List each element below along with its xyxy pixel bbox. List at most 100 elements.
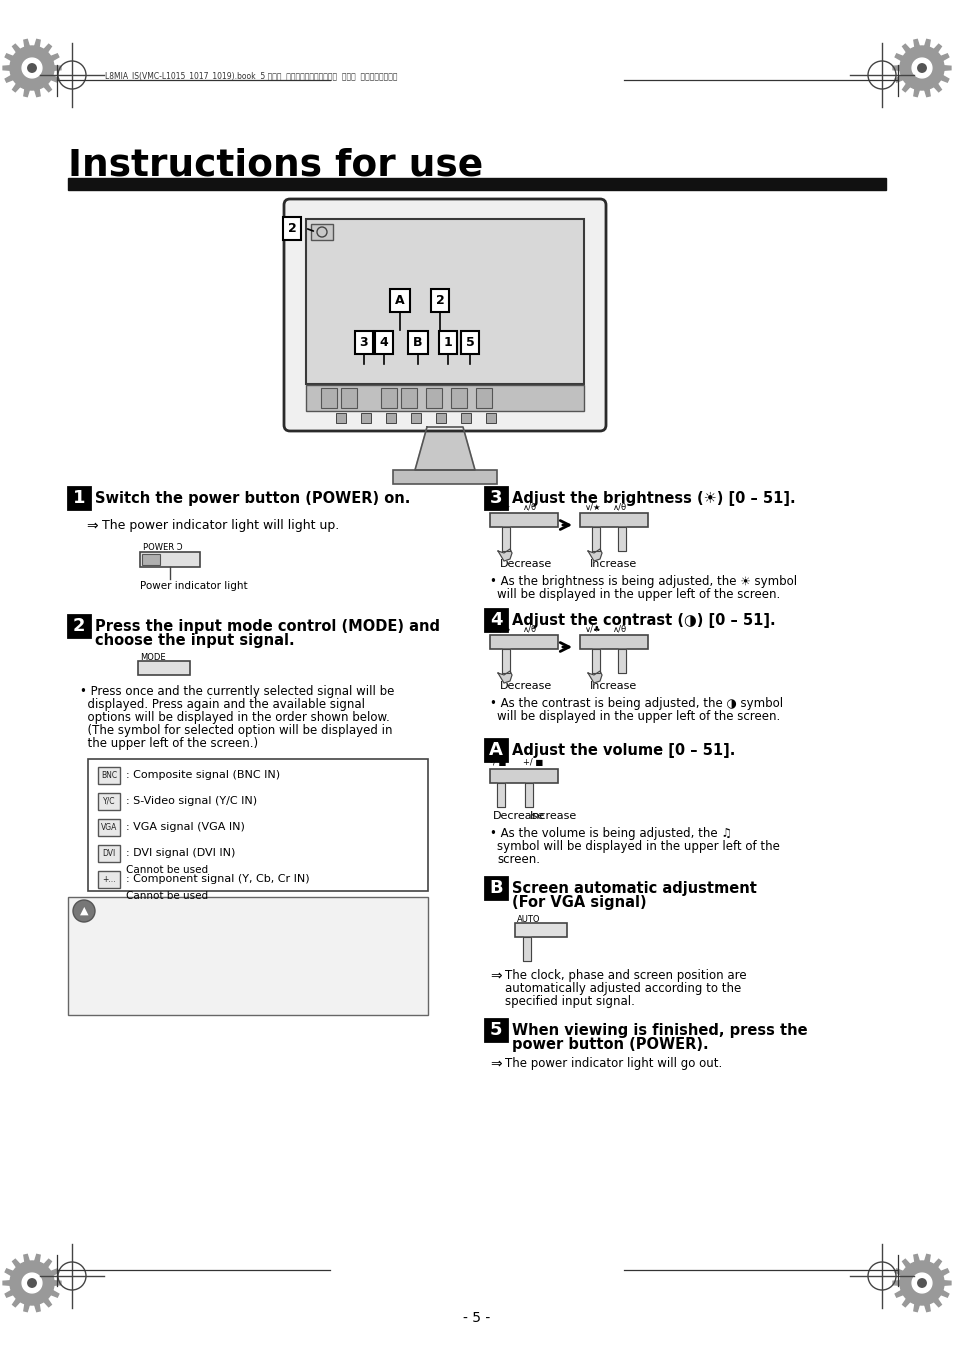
Text: Switch the power button (POWER) on.: Switch the power button (POWER) on. — [95, 490, 410, 505]
Text: • If the power to the connected device is off, "VIDEO: • If the power to the connected device i… — [98, 979, 392, 989]
Polygon shape — [923, 1302, 929, 1312]
Bar — [400, 388, 416, 408]
Polygon shape — [899, 46, 943, 91]
Bar — [138, 661, 190, 676]
Text: 2: 2 — [287, 222, 296, 235]
Text: : S-Video signal (Y/C IN): : S-Video signal (Y/C IN) — [126, 797, 257, 807]
FancyBboxPatch shape — [284, 199, 605, 431]
Polygon shape — [592, 648, 599, 673]
Text: Y/C: Y/C — [103, 797, 115, 807]
Polygon shape — [22, 1273, 42, 1293]
Polygon shape — [49, 74, 59, 82]
Text: (For VGA signal): (For VGA signal) — [512, 894, 646, 911]
Text: : Component signal (Y, Cb, Cr IN): : Component signal (Y, Cb, Cr IN) — [126, 874, 310, 885]
Polygon shape — [911, 1273, 931, 1293]
Polygon shape — [5, 54, 15, 62]
Text: 1: 1 — [443, 335, 452, 349]
Text: ⇒: ⇒ — [86, 519, 97, 534]
Text: screen.: screen. — [497, 852, 539, 866]
Polygon shape — [12, 45, 22, 54]
Polygon shape — [43, 45, 51, 54]
Bar — [68, 897, 428, 1015]
Bar — [68, 486, 90, 509]
Text: • When the signal is changed, initially a blue screen: • When the signal is changed, initially … — [98, 902, 389, 912]
Bar — [311, 224, 333, 240]
Polygon shape — [931, 1297, 941, 1306]
Text: ∧/θ: ∧/θ — [522, 503, 537, 511]
Polygon shape — [894, 74, 904, 82]
Polygon shape — [34, 39, 40, 49]
Polygon shape — [894, 54, 904, 62]
Text: 5: 5 — [489, 1021, 501, 1039]
Polygon shape — [892, 1281, 902, 1285]
Polygon shape — [941, 1281, 950, 1285]
Polygon shape — [5, 1269, 15, 1277]
Text: ∧/θ: ∧/θ — [522, 624, 537, 634]
Circle shape — [73, 900, 95, 921]
Text: 5: 5 — [465, 335, 474, 349]
Polygon shape — [415, 427, 475, 470]
Text: When viewing is finished, press the: When viewing is finished, press the — [512, 1023, 807, 1038]
Text: Screen automatic adjustment: Screen automatic adjustment — [512, 881, 756, 896]
Text: automatically adjusted according to the: automatically adjusted according to the — [504, 982, 740, 994]
Polygon shape — [522, 938, 531, 961]
Text: +/ ■: +/ ■ — [522, 758, 542, 767]
Text: : DVI signal (DVI IN): : DVI signal (DVI IN) — [126, 848, 235, 858]
Text: power button (POWER).: power button (POWER). — [512, 1038, 708, 1052]
Bar — [490, 513, 558, 527]
Polygon shape — [24, 86, 30, 97]
Bar — [515, 923, 566, 938]
Text: displayed. Press again and the available signal: displayed. Press again and the available… — [80, 698, 365, 711]
Text: AUTO: AUTO — [517, 915, 540, 924]
Polygon shape — [913, 1302, 919, 1312]
Polygon shape — [931, 45, 941, 54]
Text: ∧/θ: ∧/θ — [613, 624, 626, 634]
Polygon shape — [5, 74, 15, 82]
Bar — [340, 388, 356, 408]
Bar — [451, 388, 467, 408]
Text: : VGA signal (VGA IN): : VGA signal (VGA IN) — [126, 823, 245, 832]
Text: 3: 3 — [489, 489, 501, 507]
Text: BNC: BNC — [101, 771, 117, 780]
Polygon shape — [24, 39, 30, 49]
Text: 2: 2 — [72, 617, 85, 635]
Bar — [386, 413, 395, 423]
Bar — [460, 413, 471, 423]
Text: will be displayed in the upper left of the screen.: will be displayed in the upper left of t… — [497, 588, 780, 601]
Bar — [142, 554, 160, 565]
Polygon shape — [938, 54, 948, 62]
Text: 4: 4 — [379, 335, 388, 349]
Text: B: B — [413, 335, 422, 349]
Bar — [485, 413, 496, 423]
Bar — [306, 385, 583, 411]
Text: POWER Ɔ: POWER Ɔ — [143, 543, 182, 553]
Bar — [360, 413, 371, 423]
Bar — [579, 513, 647, 527]
Text: options will be displayed in the order shown below.: options will be displayed in the order s… — [80, 711, 390, 724]
Bar — [484, 739, 506, 761]
Text: choose the input signal.: choose the input signal. — [95, 634, 294, 648]
Text: - 5 -: - 5 - — [463, 1310, 490, 1325]
Polygon shape — [931, 1259, 941, 1269]
Circle shape — [916, 63, 926, 73]
Text: ∨/♣: ∨/♣ — [584, 624, 601, 634]
Polygon shape — [902, 82, 910, 92]
Text: (The symbol for selected option will be displayed in: (The symbol for selected option will be … — [80, 724, 392, 738]
Polygon shape — [938, 1269, 948, 1277]
Text: • As the contrast is being adjusted, the ◑ symbol: • As the contrast is being adjusted, the… — [490, 697, 782, 711]
Text: symbol will be displayed in the upper left of the: symbol will be displayed in the upper le… — [497, 840, 779, 852]
Polygon shape — [497, 784, 504, 807]
Text: ⇒: ⇒ — [490, 969, 501, 984]
Polygon shape — [49, 1269, 59, 1277]
Polygon shape — [587, 549, 601, 561]
Polygon shape — [892, 66, 902, 70]
Text: ∨/★: ∨/★ — [495, 503, 511, 511]
Text: Instructions for use: Instructions for use — [68, 147, 483, 182]
Text: 3: 3 — [359, 335, 368, 349]
Polygon shape — [902, 1259, 910, 1269]
Polygon shape — [24, 1302, 30, 1312]
Bar — [98, 871, 120, 888]
Text: -/ ■: -/ ■ — [490, 758, 506, 767]
Polygon shape — [902, 45, 910, 54]
Polygon shape — [34, 1254, 40, 1265]
